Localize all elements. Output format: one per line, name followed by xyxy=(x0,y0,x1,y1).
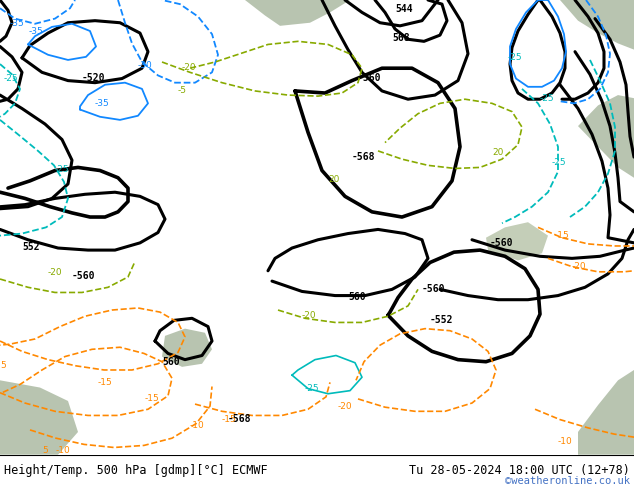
Text: -520: -520 xyxy=(82,73,105,83)
Text: -15: -15 xyxy=(222,415,236,424)
Text: -25: -25 xyxy=(305,384,320,392)
Text: -560: -560 xyxy=(422,285,446,294)
Polygon shape xyxy=(578,370,634,455)
Text: ©weatheronline.co.uk: ©weatheronline.co.uk xyxy=(505,476,630,486)
Text: -25: -25 xyxy=(540,94,555,103)
Text: Tu 28-05-2024 18:00 UTC (12+78): Tu 28-05-2024 18:00 UTC (12+78) xyxy=(409,464,630,477)
Polygon shape xyxy=(560,0,634,49)
Text: -5: -5 xyxy=(178,86,187,95)
Text: -30: -30 xyxy=(498,0,513,2)
Text: -20: -20 xyxy=(302,311,316,320)
Text: 20: 20 xyxy=(328,175,339,184)
Text: 560: 560 xyxy=(348,292,366,302)
Text: -20: -20 xyxy=(572,262,586,270)
Text: -15: -15 xyxy=(555,231,570,240)
Text: -560: -560 xyxy=(358,73,382,83)
Text: -20: -20 xyxy=(48,268,63,277)
Text: -25: -25 xyxy=(552,158,567,168)
Text: 568: 568 xyxy=(392,33,410,43)
Text: -10: -10 xyxy=(190,421,205,430)
Text: 5: 5 xyxy=(42,445,48,455)
Text: -560: -560 xyxy=(490,238,514,248)
Polygon shape xyxy=(486,222,548,260)
Text: -20: -20 xyxy=(338,402,353,411)
Text: -30: -30 xyxy=(138,61,153,70)
Polygon shape xyxy=(245,0,350,26)
Text: 20: 20 xyxy=(492,148,503,157)
Text: 544: 544 xyxy=(395,4,413,14)
Text: -35: -35 xyxy=(10,19,25,28)
Text: -25: -25 xyxy=(508,53,522,62)
Text: -10: -10 xyxy=(558,438,573,446)
Polygon shape xyxy=(0,380,78,455)
Text: -568: -568 xyxy=(228,414,252,424)
Text: -35: -35 xyxy=(29,27,44,36)
Polygon shape xyxy=(578,95,634,178)
Text: -560: -560 xyxy=(72,271,96,281)
Text: -15: -15 xyxy=(145,394,160,403)
Text: -25: -25 xyxy=(55,165,70,173)
Text: -35: -35 xyxy=(95,99,110,108)
Text: Height/Temp. 500 hPa [gdmp][°C] ECMWF: Height/Temp. 500 hPa [gdmp][°C] ECMWF xyxy=(4,464,268,477)
Text: 5: 5 xyxy=(0,361,6,370)
Text: -20: -20 xyxy=(182,63,197,72)
Text: -25: -25 xyxy=(4,74,18,83)
Text: 552: 552 xyxy=(22,242,39,252)
Text: 560: 560 xyxy=(162,357,179,367)
Text: -568: -568 xyxy=(352,152,375,162)
Polygon shape xyxy=(162,329,212,367)
Text: -10: -10 xyxy=(56,445,71,455)
Text: -15: -15 xyxy=(98,378,113,388)
Text: -552: -552 xyxy=(430,316,453,325)
